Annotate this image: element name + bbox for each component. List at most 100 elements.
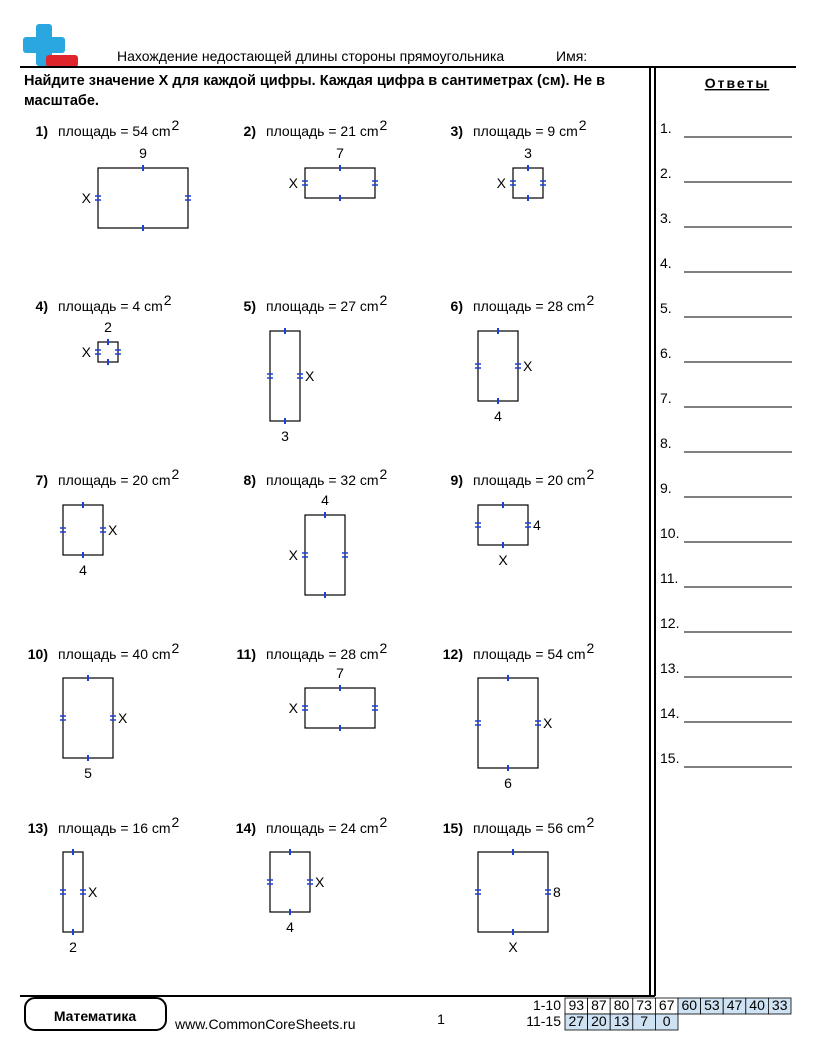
score: 47	[727, 997, 743, 1013]
area: площадь = 28 cm	[266, 646, 379, 662]
title: Нахождение недостающей длины стороны пря…	[117, 48, 504, 64]
power: 2	[587, 466, 595, 482]
area: площадь = 32 cm	[266, 472, 379, 488]
area: площадь = 56 cm	[473, 820, 586, 836]
side-label: 4	[79, 562, 87, 578]
name-label: Имя:	[556, 48, 587, 64]
area: площадь = 28 cm	[473, 298, 586, 314]
score-cell	[768, 997, 792, 1015]
power: 2	[172, 814, 180, 830]
score: 73	[636, 997, 652, 1013]
rectangle	[477, 330, 519, 402]
problem-number: 3)	[451, 123, 463, 139]
side-label: 4	[286, 919, 294, 935]
side-label: X	[523, 358, 533, 374]
answer-label: 4.	[660, 255, 672, 271]
answer-label: 7.	[660, 390, 672, 406]
power: 2	[587, 292, 595, 308]
answers-title: Ответы	[705, 75, 770, 91]
power: 2	[380, 640, 388, 656]
score: 87	[591, 997, 607, 1013]
side-label: X	[88, 884, 98, 900]
url: www.CommonCoreSheets.ru	[174, 1016, 356, 1032]
answer-label: 9.	[660, 480, 672, 496]
side-label: 5	[84, 765, 92, 781]
side-label: X	[118, 710, 128, 726]
answer-label: 10.	[660, 525, 679, 541]
problem-number: 9)	[451, 472, 463, 488]
area: площадь = 20 cm	[473, 472, 586, 488]
answer-label: 15.	[660, 750, 679, 766]
rectangle	[62, 504, 104, 556]
side-label: X	[289, 547, 299, 563]
problem-number: 6)	[451, 298, 463, 314]
logo	[23, 24, 78, 67]
area: площадь = 40 cm	[58, 646, 171, 662]
score-cell	[655, 1013, 679, 1031]
side-label: X	[498, 552, 508, 568]
score: 13	[614, 1013, 630, 1029]
side-label: X	[508, 939, 518, 955]
brand: Математика	[54, 1008, 137, 1024]
area: площадь = 9 cm	[473, 123, 578, 139]
instructions: Найдите значение X для каждой цифры. Каж…	[24, 73, 606, 109]
score: 93	[569, 997, 585, 1013]
power: 2	[172, 466, 180, 482]
score: 67	[659, 997, 675, 1013]
power: 2	[579, 117, 587, 133]
rectangle	[512, 167, 544, 199]
problem-number: 14)	[236, 820, 256, 836]
side-label: 4	[533, 517, 541, 533]
area: площадь = 27 cm	[266, 298, 379, 314]
answer-label: 12.	[660, 615, 679, 631]
area: площадь = 20 cm	[58, 472, 171, 488]
answer-label: 13.	[660, 660, 679, 676]
brand-box	[24, 997, 167, 1031]
side-label: 7	[336, 145, 344, 161]
side-label: X	[289, 175, 299, 191]
side-label: 4	[321, 492, 329, 508]
side-label: 6	[504, 775, 512, 791]
score-row-label: 11-15	[526, 1013, 561, 1029]
side-label: 3	[524, 145, 532, 161]
answer-label: 2.	[660, 165, 672, 181]
power: 2	[587, 814, 595, 830]
answer-label: 5.	[660, 300, 672, 316]
power: 2	[380, 117, 388, 133]
problem-number: 2)	[244, 123, 256, 139]
rectangle	[304, 167, 376, 199]
side-label: X	[82, 190, 92, 206]
side-label: X	[305, 368, 315, 384]
score-row-label: 1-10	[533, 997, 561, 1013]
area: площадь = 54 cm	[58, 123, 171, 139]
side-label: X	[543, 715, 553, 731]
problem-number: 8)	[244, 472, 256, 488]
rectangle	[477, 677, 539, 769]
score: 53	[704, 997, 720, 1013]
rectangle	[269, 330, 301, 422]
power: 2	[380, 814, 388, 830]
rectangle	[97, 167, 189, 229]
score: 33	[772, 997, 788, 1013]
power: 2	[172, 640, 180, 656]
side-label: 8	[553, 884, 561, 900]
side-label: 2	[69, 939, 77, 955]
power: 2	[164, 292, 172, 308]
side-label: 2	[104, 319, 112, 335]
score: 0	[663, 1013, 671, 1029]
score: 27	[569, 1013, 585, 1029]
problem-number: 13)	[28, 820, 48, 836]
power: 2	[587, 640, 595, 656]
answer-label: 14.	[660, 705, 679, 721]
area: площадь = 21 cm	[266, 123, 379, 139]
side-label: X	[108, 522, 118, 538]
problem-number: 15)	[443, 820, 463, 836]
rectangle	[269, 851, 311, 913]
page-number: 1	[437, 1011, 445, 1027]
score: 7	[640, 1013, 648, 1029]
side-label: X	[315, 874, 325, 890]
side-label: 9	[139, 145, 147, 161]
side-label: X	[289, 700, 299, 716]
